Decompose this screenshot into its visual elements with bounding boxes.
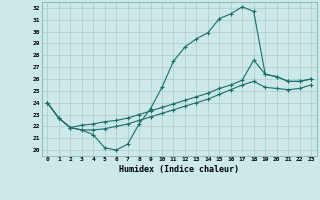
X-axis label: Humidex (Indice chaleur): Humidex (Indice chaleur) [119,165,239,174]
